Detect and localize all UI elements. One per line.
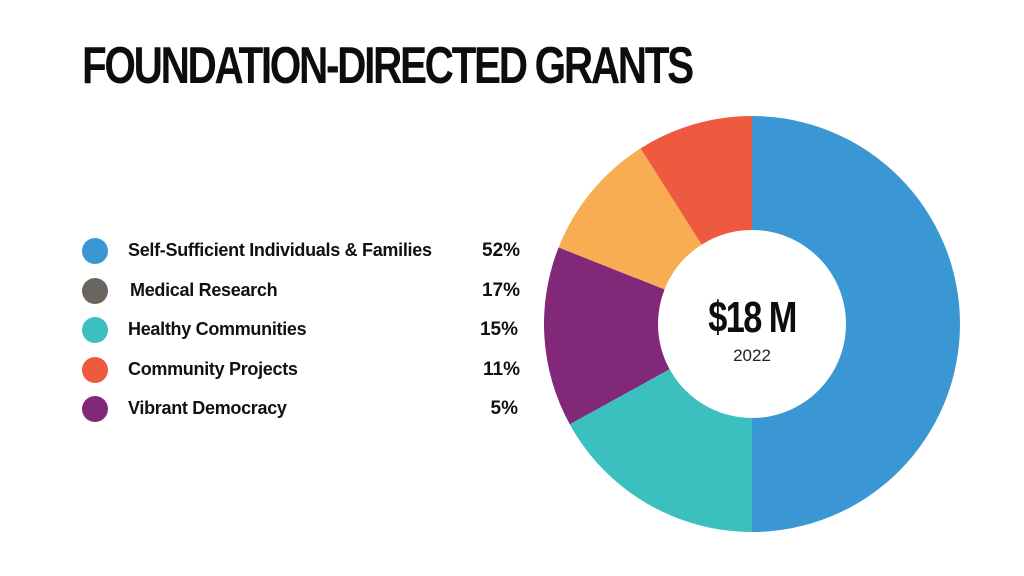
legend: Self-Sufficient Individuals & Families 5… [82, 234, 532, 432]
legend-percent: 11% [483, 358, 520, 380]
legend-item: Vibrant Democracy 5% [82, 392, 532, 432]
donut-chart [544, 116, 960, 532]
legend-item: Self-Sufficient Individuals & Families 5… [82, 234, 532, 274]
legend-item: Community Projects 11% [82, 353, 532, 393]
legend-label: Medical Research [130, 279, 278, 300]
legend-swatch [82, 317, 108, 343]
legend-swatch [82, 277, 108, 304]
total-amount: $18 M [708, 293, 797, 342]
legend-percent: 17% [481, 279, 520, 301]
legend-percent: 15% [479, 319, 518, 340]
donut-slice-3 [558, 148, 702, 290]
legend-label: Community Projects [128, 358, 298, 379]
legend-swatch [82, 396, 108, 422]
legend-percent: 5% [490, 398, 518, 419]
legend-label: Healthy Communities [128, 319, 307, 339]
legend-label: Self-Sufficient Individuals & Families [128, 240, 432, 260]
legend-label: Vibrant Democracy [128, 398, 287, 418]
page-title: FOUNDATION-DIRECTED GRANTS [82, 37, 694, 95]
donut-slice-4 [640, 116, 752, 245]
legend-swatch [82, 238, 108, 264]
legend-item: Healthy Communities 15% [82, 313, 532, 353]
donut-slice-1 [569, 369, 752, 532]
donut-slice-0 [752, 116, 960, 532]
legend-percent: 52% [481, 240, 520, 261]
donut-slice-2 [544, 247, 670, 425]
legend-item: Medical Research 17% [82, 274, 532, 314]
year-label: 2022 [733, 346, 771, 365]
legend-swatch [82, 356, 108, 383]
